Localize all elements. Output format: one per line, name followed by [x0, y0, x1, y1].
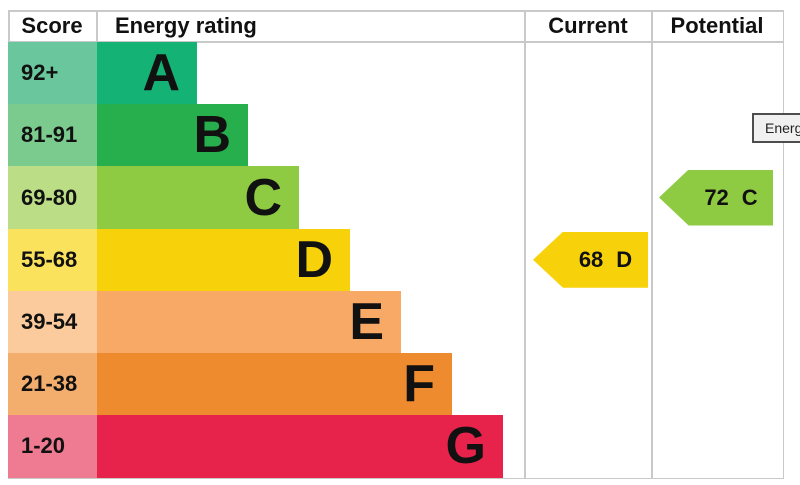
- energy-rating-column-header: Energy rating: [115, 13, 257, 38]
- current-column-header: Current: [548, 13, 628, 38]
- band-score-range: 39-54: [8, 290, 97, 354]
- band-bar: C: [97, 166, 299, 229]
- grid-left-border: [8, 10, 10, 43]
- band-letter: D: [295, 230, 333, 289]
- current-rating-letter: D: [616, 246, 633, 272]
- band-letter: E: [349, 292, 384, 351]
- band-score-range: 55-68: [8, 228, 97, 291]
- band-row: 69-80 C: [8, 166, 783, 229]
- band-score-range: 1-20: [8, 415, 97, 478]
- grid-right-border: [782, 10, 784, 479]
- band-row: 1-20 G: [8, 415, 783, 478]
- grid-current-divider: [524, 10, 526, 479]
- hover-tooltip: Energ: [752, 113, 800, 143]
- hover-tooltip-text: Energ: [765, 120, 800, 136]
- score-column-header: Score: [21, 13, 83, 38]
- potential-rating-value: 72: [704, 184, 729, 210]
- band-score-range: 92+: [8, 42, 97, 105]
- band-row: 39-54 E: [8, 290, 783, 354]
- band-row: 81-91 B: [8, 104, 783, 167]
- band-letter: F: [403, 355, 435, 414]
- grid-score-divider: [96, 10, 98, 43]
- band-letter: B: [193, 106, 231, 165]
- band-score-range: 81-91: [8, 104, 97, 167]
- band-row: 92+ A: [8, 42, 783, 105]
- band-bar: B: [97, 104, 248, 167]
- band-letter: A: [142, 44, 180, 103]
- grid-bottom-line: [8, 477, 784, 479]
- grid-header-divider: [8, 41, 784, 43]
- band-bar: A: [97, 42, 197, 105]
- current-rating-value: 68: [578, 246, 604, 272]
- band-letter: G: [445, 417, 486, 476]
- potential-column-header: Potential: [670, 13, 764, 38]
- band-score-range: 69-80: [8, 166, 97, 229]
- band-letter: C: [244, 168, 282, 227]
- band-row: 21-38 F: [8, 353, 783, 416]
- band-bar: E: [97, 290, 401, 354]
- rating-bands: 92+ A 81-91 B 69-80 C 55-68 D 39-54 E 21…: [8, 42, 783, 478]
- band-score-range: 21-38: [8, 353, 97, 416]
- potential-rating-letter: C: [741, 184, 758, 210]
- grid-potential-divider: [651, 10, 653, 479]
- band-bar: D: [97, 228, 350, 291]
- band-row: 55-68 D: [8, 228, 783, 291]
- band-bar: G: [97, 415, 503, 478]
- grid-top-line: [8, 10, 784, 12]
- band-bar: F: [97, 353, 452, 416]
